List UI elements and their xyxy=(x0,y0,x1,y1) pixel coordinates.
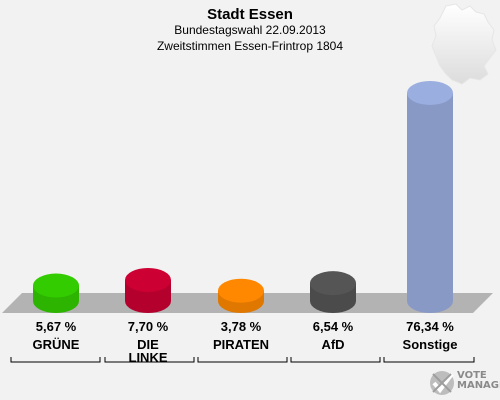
bar-1 xyxy=(33,273,79,313)
category-label: GRÜNE xyxy=(33,337,80,352)
category-bracket xyxy=(10,357,101,363)
category-label: PIRATEN xyxy=(213,337,269,352)
value-label: 76,34 % xyxy=(406,319,454,334)
category-label: AfD xyxy=(321,337,344,352)
logo-text-line-2: MANAGER xyxy=(457,380,500,391)
category-bracket xyxy=(197,357,288,363)
bar-top xyxy=(407,80,453,105)
value-label: 5,67 % xyxy=(36,319,77,334)
value-label: 6,54 % xyxy=(313,319,354,334)
bar-top xyxy=(33,273,79,298)
bar-3 xyxy=(218,278,264,313)
bar-top xyxy=(125,268,171,293)
category-bracket xyxy=(290,357,381,363)
chart-district: Zweitstimmen Essen-Frintrop 1804 xyxy=(156,39,344,53)
category-label: Sonstige xyxy=(403,337,458,352)
bar-top xyxy=(218,278,264,303)
bar-5 xyxy=(407,80,453,313)
category-label: LINKE xyxy=(129,350,168,365)
bar-4 xyxy=(310,271,356,313)
chart-subtitle: Bundestagswahl 22.09.2013 xyxy=(174,23,326,37)
chart-title: Stadt Essen xyxy=(207,6,293,23)
value-label: 7,70 % xyxy=(128,319,169,334)
votemanager-check-icon xyxy=(430,371,454,395)
bar-2 xyxy=(125,268,171,313)
bar-top xyxy=(310,271,356,296)
logo-text-line-1: VOTE xyxy=(457,370,487,381)
bar-body xyxy=(407,92,453,313)
germany-map-icon xyxy=(431,3,497,85)
value-label: 3,78 % xyxy=(221,319,262,334)
category-bracket xyxy=(104,357,195,363)
category-bracket xyxy=(383,357,475,363)
votemanager-logo-text: VOTE MANAGER xyxy=(457,371,500,391)
category-label: DIE xyxy=(137,337,159,352)
